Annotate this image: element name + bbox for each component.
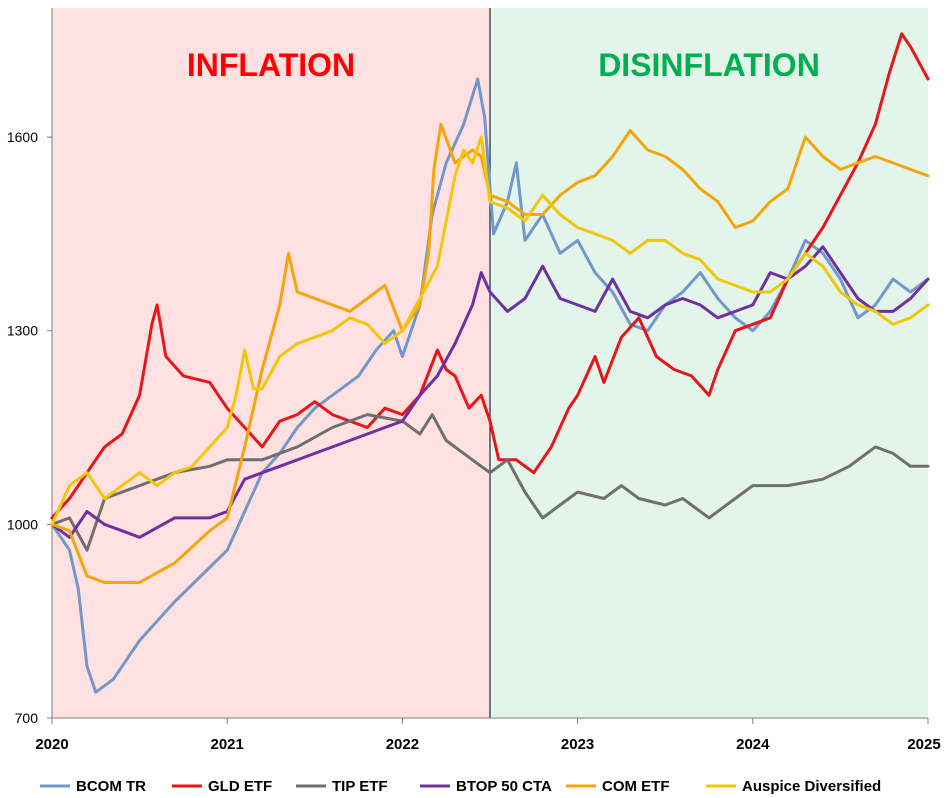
regime-shade-disinflation xyxy=(490,8,928,718)
x-tick-label: 2020 xyxy=(35,736,68,753)
regime-shade-inflation xyxy=(52,8,490,718)
series-line-tip-etf xyxy=(50,413,930,552)
axes: 700 1000 1300 1600 2020 2021 2022 2023 2024 2025 xyxy=(7,8,941,753)
legend-label: TIP ETF xyxy=(332,778,388,795)
regime-shading xyxy=(52,8,928,718)
x-tick-label: 2021 xyxy=(211,736,244,753)
legend-label: COM ETF xyxy=(602,778,670,795)
x-tick-label: 2025 xyxy=(907,736,940,753)
regime-label-inflation: INFLATION xyxy=(187,47,355,83)
legend-label: GLD ETF xyxy=(208,778,272,795)
series-line-gld-etf xyxy=(50,32,930,520)
series-lines xyxy=(50,32,930,694)
x-tick-label: 2022 xyxy=(386,736,419,753)
y-tick-label: 1300 xyxy=(7,323,38,339)
series-line-bcom-tr xyxy=(50,77,930,694)
legend-label: Auspice Diversified xyxy=(742,778,881,795)
y-tick-label: 1000 xyxy=(7,516,38,532)
legend-label: BCOM TR xyxy=(76,778,146,795)
series-line-btop-50-cta xyxy=(50,245,930,539)
series-line-auspice-diversified xyxy=(50,135,930,526)
legend-label: BTOP 50 CTA xyxy=(456,778,552,795)
legend: BCOM TR GLD ETF TIP ETF BTOP 50 CTA COM ETF A… xyxy=(40,778,881,795)
y-tick-label: 1600 xyxy=(7,129,38,145)
regime-label-disinflation: DISINFLATION xyxy=(598,47,820,83)
x-tick-label: 2023 xyxy=(561,736,594,753)
regime-labels: INFLATION DISINFLATION xyxy=(187,47,820,83)
y-tick-label: 700 xyxy=(15,710,39,726)
x-tick-label: 2024 xyxy=(736,736,770,753)
